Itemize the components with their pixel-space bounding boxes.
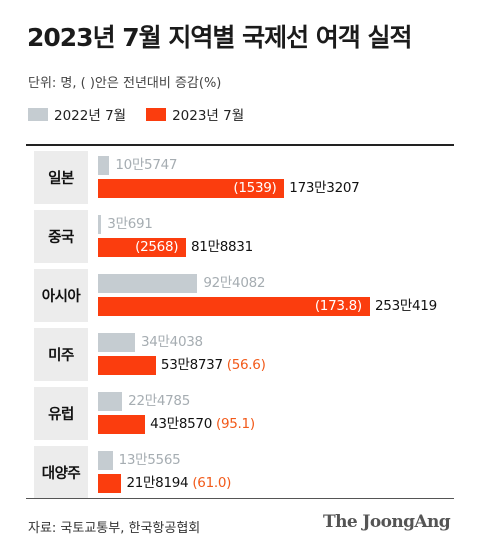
chart-row: 아시아 92만4082 253만419 (173.8)	[26, 266, 454, 325]
legend-label-prev: 2022년 7월	[54, 108, 127, 124]
bar-2022	[98, 451, 113, 470]
bar-2023	[98, 238, 187, 257]
frame-top-rule	[26, 144, 454, 146]
bar-2022	[98, 392, 123, 411]
bar-2023	[98, 179, 285, 198]
brand-logo: The JoongAng	[323, 512, 451, 532]
value-label-2022: 92만4082	[203, 275, 266, 291]
value-label-2023: 173만3207	[289, 180, 360, 196]
category-label: 아시아	[34, 269, 88, 322]
change-label: (61.0)	[192, 475, 232, 491]
legend-item-prev: 2022년 7월	[28, 104, 126, 124]
bar-2022	[98, 274, 198, 293]
bar-2023	[98, 356, 156, 375]
value-label-2022: 22만4785	[128, 393, 191, 409]
value-text: 21만8194	[126, 475, 193, 491]
value-label-2022: 10만5747	[115, 157, 178, 173]
value-label-2023: 21만8194 (61.0)	[126, 474, 231, 493]
legend-item-curr: 2023년 7월	[146, 104, 244, 124]
change-label: (56.6)	[226, 357, 266, 373]
category-label: 중국	[34, 210, 88, 263]
legend-label-curr: 2023년 7월	[172, 108, 245, 124]
bar-2023	[98, 297, 370, 316]
chart-row: 유럽 22만4785 43만8570 (95.1)	[26, 384, 454, 443]
value-label-2023: 253만419	[375, 298, 437, 314]
chart-row: 중국 3만691 81만8831 (2568)	[26, 207, 454, 266]
value-label-2022: 13만5565	[118, 452, 181, 468]
source-note: 자료: 국토교통부, 한국항공협회	[28, 521, 201, 536]
value-text: 53만8737	[160, 357, 227, 373]
legend-swatch-prev	[28, 107, 48, 121]
legend-swatch-curr	[146, 107, 167, 121]
legend: 2022년 7월 2023년 7월	[28, 104, 264, 124]
chart-row: 일본 10만5747 173만3207 (1539)	[26, 148, 454, 207]
value-label-2023: 43만8570 (95.1)	[150, 415, 255, 434]
bar-2023	[98, 415, 146, 434]
value-label-2022: 34만4038	[140, 334, 203, 350]
value-text: 43만8570	[150, 416, 216, 432]
bar-2022	[98, 333, 135, 352]
bar-2022	[98, 156, 110, 175]
chart-row: 대양주 13만5565 21만8194 (61.0)	[26, 443, 454, 502]
change-label: (2568)	[135, 239, 179, 255]
chart-row: 미주 34만4038 53만8737 (56.6)	[26, 325, 454, 384]
bar-2022	[98, 215, 102, 234]
change-label: (173.8)	[314, 298, 362, 314]
bar-2023	[98, 474, 122, 493]
unit-note: 단위: 명, ( )안은 전년대비 증감(%)	[28, 76, 222, 91]
value-label-2023: 53만8737 (56.6)	[161, 356, 266, 375]
frame-bottom-rule	[26, 498, 454, 499]
category-label: 대양주	[34, 446, 88, 499]
value-label-2022: 3만691	[107, 216, 153, 232]
change-label: (1539)	[233, 180, 277, 196]
change-label: (95.1)	[216, 416, 255, 432]
page-title: 2023년 7월 지역별 국제선 여객 실적	[27, 23, 412, 52]
category-label: 미주	[34, 328, 88, 381]
category-label: 일본	[34, 151, 88, 204]
category-label: 유럽	[34, 387, 88, 440]
value-label-2023: 81만8831	[191, 239, 253, 255]
